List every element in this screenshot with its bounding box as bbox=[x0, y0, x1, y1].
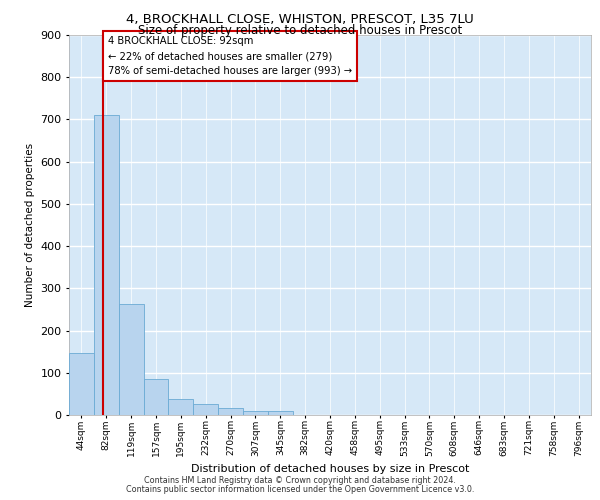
Bar bbox=[119, 304, 143, 415]
Bar bbox=[218, 408, 243, 415]
Bar bbox=[268, 411, 293, 415]
Text: 4 BROCKHALL CLOSE: 92sqm
← 22% of detached houses are smaller (279)
78% of semi-: 4 BROCKHALL CLOSE: 92sqm ← 22% of detach… bbox=[107, 36, 352, 76]
Bar bbox=[94, 115, 119, 415]
Bar bbox=[69, 352, 94, 415]
Text: Contains public sector information licensed under the Open Government Licence v3: Contains public sector information licen… bbox=[126, 485, 474, 494]
Bar bbox=[169, 399, 193, 415]
Text: 4, BROCKHALL CLOSE, WHISTON, PRESCOT, L35 7LU: 4, BROCKHALL CLOSE, WHISTON, PRESCOT, L3… bbox=[126, 12, 474, 26]
Text: Size of property relative to detached houses in Prescot: Size of property relative to detached ho… bbox=[138, 24, 462, 37]
Text: Contains HM Land Registry data © Crown copyright and database right 2024.: Contains HM Land Registry data © Crown c… bbox=[144, 476, 456, 485]
Bar bbox=[143, 379, 169, 415]
X-axis label: Distribution of detached houses by size in Prescot: Distribution of detached houses by size … bbox=[191, 464, 469, 474]
Bar bbox=[243, 411, 268, 415]
Bar bbox=[193, 404, 218, 415]
Y-axis label: Number of detached properties: Number of detached properties bbox=[25, 143, 35, 307]
